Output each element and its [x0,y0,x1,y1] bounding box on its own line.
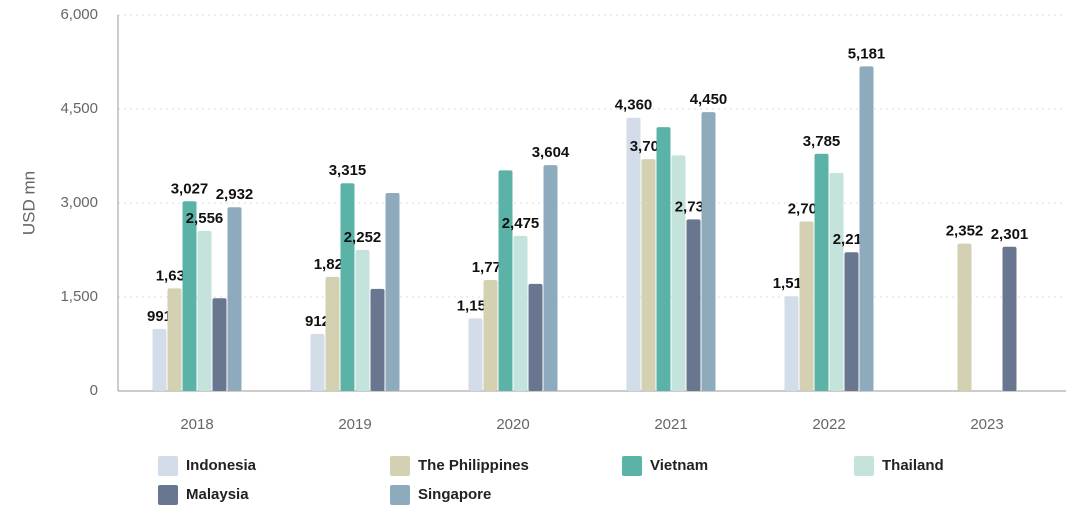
data-label: 4,360 [615,97,653,114]
legend-swatch [158,485,178,505]
data-label: 2,475 [502,215,540,232]
data-label: 2,301 [991,226,1029,243]
bar [1002,246,1017,391]
bar [656,127,671,391]
y-tick-label: 1,500 [60,288,98,305]
bar [784,296,799,391]
bar [513,235,528,391]
y-axis-label: USD mn [19,171,38,235]
bar [152,328,167,391]
bar [829,172,844,391]
legend-swatch [390,456,410,476]
bar [483,279,498,391]
bar [370,288,385,391]
legend-label: The Philippines [418,457,529,474]
bar [799,221,814,391]
data-label: 3,315 [329,162,367,179]
legend-label: Malaysia [186,486,249,503]
data-label: 991 [147,308,172,325]
legend-swatch [854,456,874,476]
bar [859,66,874,391]
bar [671,155,686,391]
bar [468,318,483,391]
bar [498,170,513,391]
legend-label: Thailand [882,457,944,474]
data-label: 3,785 [803,133,841,150]
bar [814,153,829,391]
bar [340,183,355,391]
bar [844,252,859,391]
x-tick-label: 2022 [812,416,845,433]
x-tick-label: 2021 [654,416,687,433]
data-label: 912 [305,313,330,330]
bar [957,243,972,391]
bar [355,249,370,391]
data-label: 4,450 [690,91,728,108]
legend-swatch [390,485,410,505]
bar [227,207,242,391]
x-tick-label: 2018 [180,416,213,433]
y-tick-label: 3,000 [60,194,98,211]
bar [626,117,641,392]
bar [686,219,701,391]
bar [528,283,543,391]
legend-label: Vietnam [650,457,708,474]
bar [197,230,212,391]
data-label: 2,252 [344,229,382,246]
legend-swatch [622,456,642,476]
bar [701,112,716,391]
bar [310,333,325,391]
legend-label: Singapore [418,486,491,503]
bar [543,165,558,391]
x-tick-label: 2020 [496,416,529,433]
bar [641,159,656,391]
legend-swatch [158,456,178,476]
data-label: 5,181 [848,45,886,62]
bar [212,298,227,391]
data-label: 2,556 [186,210,224,227]
data-label: 3,027 [171,180,209,197]
data-label: 2,352 [946,223,984,240]
y-tick-label: 4,500 [60,100,98,117]
data-label: 2,932 [216,186,254,203]
bar [385,192,400,391]
x-tick-label: 2023 [970,416,1003,433]
bar [325,276,340,391]
y-tick-label: 6,000 [60,6,98,23]
bar [167,288,182,391]
x-tick-label: 2019 [338,416,371,433]
legend-label: Indonesia [186,457,257,474]
data-label: 3,604 [532,144,570,161]
bar [182,201,197,391]
y-tick-label: 0 [90,382,98,399]
